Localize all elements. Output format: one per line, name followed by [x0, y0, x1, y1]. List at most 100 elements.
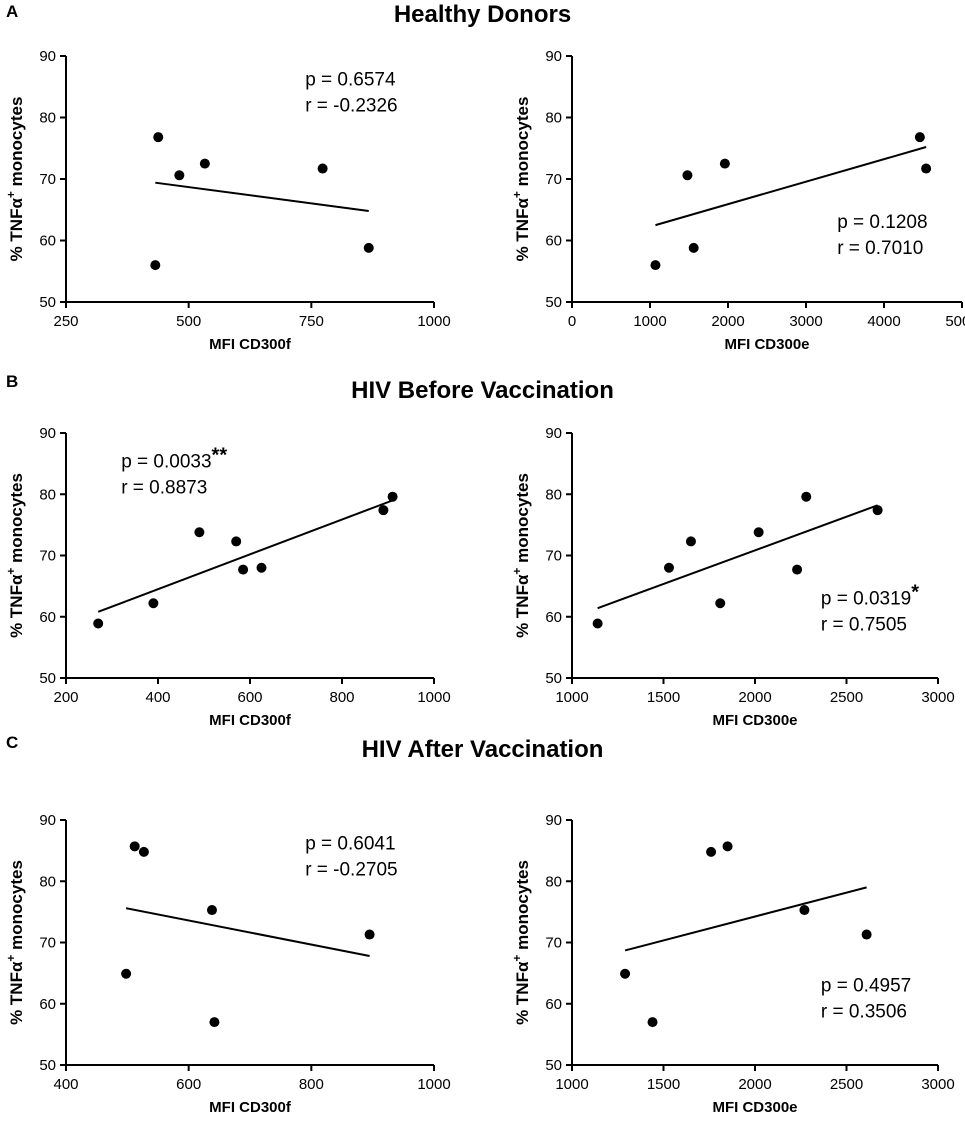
y-axis-label: % TNFα+ monocytes	[4, 473, 26, 638]
p-value-label: p = 0.6574	[305, 70, 396, 91]
y-tick-label: 90	[39, 425, 56, 442]
panel-letter-b: B	[6, 372, 19, 391]
data-point	[378, 505, 389, 516]
p-value-label: p = 0.0319*	[821, 582, 919, 610]
x-tick-label: 1000	[633, 313, 666, 330]
data-point	[715, 598, 726, 609]
y-axis-label-main: % TNFα	[7, 961, 26, 1025]
data-point	[174, 170, 185, 181]
data-point	[647, 1017, 658, 1028]
p-value-label: p = 0.4957	[821, 976, 911, 997]
p-value-label: p = 0.6041	[305, 833, 395, 854]
panel-letter-c: C	[6, 733, 19, 752]
y-tick-label: 90	[545, 812, 562, 829]
y-tick-label: 70	[39, 171, 56, 188]
x-tick-label: 600	[237, 689, 262, 706]
y-tick-label: 80	[545, 110, 562, 127]
regression-line	[125, 907, 370, 957]
p-value-text: p = 0.6041	[305, 833, 395, 854]
r-value-label: r = 0.7505	[821, 615, 907, 636]
y-tick-label: 70	[39, 935, 56, 952]
data-point	[317, 163, 328, 174]
significance-marker: *	[911, 582, 919, 604]
y-tick-label: 80	[545, 486, 562, 503]
x-axis-label: MFI CD300f	[209, 336, 292, 353]
data-point	[663, 562, 674, 573]
data-point	[363, 242, 374, 253]
p-value-text: p = 0.0033	[121, 451, 211, 472]
data-point	[256, 562, 267, 573]
y-axis-label-tail: monocytes	[7, 473, 26, 567]
data-point	[722, 841, 733, 852]
y-axis-label-main: % TNFα	[513, 961, 532, 1025]
x-tick-label: 2000	[711, 313, 744, 330]
y-tick-label: 90	[39, 812, 56, 829]
data-point	[620, 968, 631, 979]
x-axis-label: MFI CD300e	[712, 712, 797, 729]
x-tick-label: 2500	[830, 1076, 863, 1093]
y-axis-label-sup: +	[510, 191, 524, 198]
y-axis-label-sup: +	[4, 191, 18, 198]
regression-line	[655, 146, 927, 227]
r-value-label: r = -0.2326	[305, 96, 397, 117]
p-value-text: p = 0.6574	[305, 70, 396, 91]
panel-letter-a: A	[6, 2, 19, 21]
data-point	[792, 564, 803, 575]
y-axis-label-main: % TNFα	[7, 574, 26, 638]
x-tick-label: 400	[145, 689, 170, 706]
y-axis-label-main: % TNFα	[7, 198, 26, 262]
p-value-label: p = 0.1208	[837, 212, 927, 233]
x-tick-label: 800	[299, 1076, 324, 1093]
data-point	[719, 158, 730, 169]
x-tick-label: 5000	[945, 313, 965, 330]
x-tick-label: 2000	[738, 1076, 771, 1093]
y-tick-label: 60	[545, 233, 562, 250]
data-point	[364, 929, 375, 940]
x-axis-label: MFI CD300f	[209, 1099, 292, 1116]
x-tick-label: 1500	[647, 1076, 680, 1093]
data-point	[861, 929, 872, 940]
y-tick-label: 80	[39, 110, 56, 127]
data-point	[148, 598, 159, 609]
y-tick-label: 50	[545, 294, 562, 311]
data-point	[801, 491, 812, 502]
x-tick-label: 2000	[738, 689, 771, 706]
x-tick-label: 3000	[789, 313, 822, 330]
data-point	[231, 536, 242, 547]
regression-line	[97, 499, 393, 613]
x-tick-label: 750	[299, 313, 324, 330]
data-point	[753, 527, 764, 538]
y-axis-label-tail: monocytes	[513, 860, 532, 954]
y-axis-label: % TNFα+ monocytes	[510, 97, 532, 262]
data-point	[150, 260, 161, 271]
data-point	[799, 905, 810, 916]
y-tick-label: 90	[545, 425, 562, 442]
data-point	[685, 536, 696, 547]
data-point	[199, 158, 210, 169]
x-tick-label: 4000	[867, 313, 900, 330]
y-tick-label: 50	[39, 294, 56, 311]
significance-marker: **	[212, 444, 228, 466]
x-tick-label: 1000	[417, 1076, 450, 1093]
y-axis-label-sup: +	[4, 955, 18, 962]
x-axis-label: MFI CD300f	[209, 712, 292, 729]
data-point	[209, 1017, 220, 1028]
p-value-text: p = 0.0319	[821, 589, 911, 610]
y-tick-label: 60	[545, 609, 562, 626]
x-tick-label: 200	[53, 689, 78, 706]
data-point	[872, 505, 883, 516]
data-point	[688, 242, 699, 253]
y-tick-label: 90	[39, 48, 56, 65]
data-point	[921, 163, 932, 174]
data-point	[706, 846, 717, 857]
x-tick-label: 1000	[555, 689, 588, 706]
p-value-label: p = 0.0033**	[121, 444, 227, 472]
data-point	[121, 968, 132, 979]
x-tick-label: 1000	[417, 313, 450, 330]
panel-title-healthy-donors: Healthy Donors	[393, 1, 572, 28]
y-tick-label: 80	[39, 873, 56, 890]
